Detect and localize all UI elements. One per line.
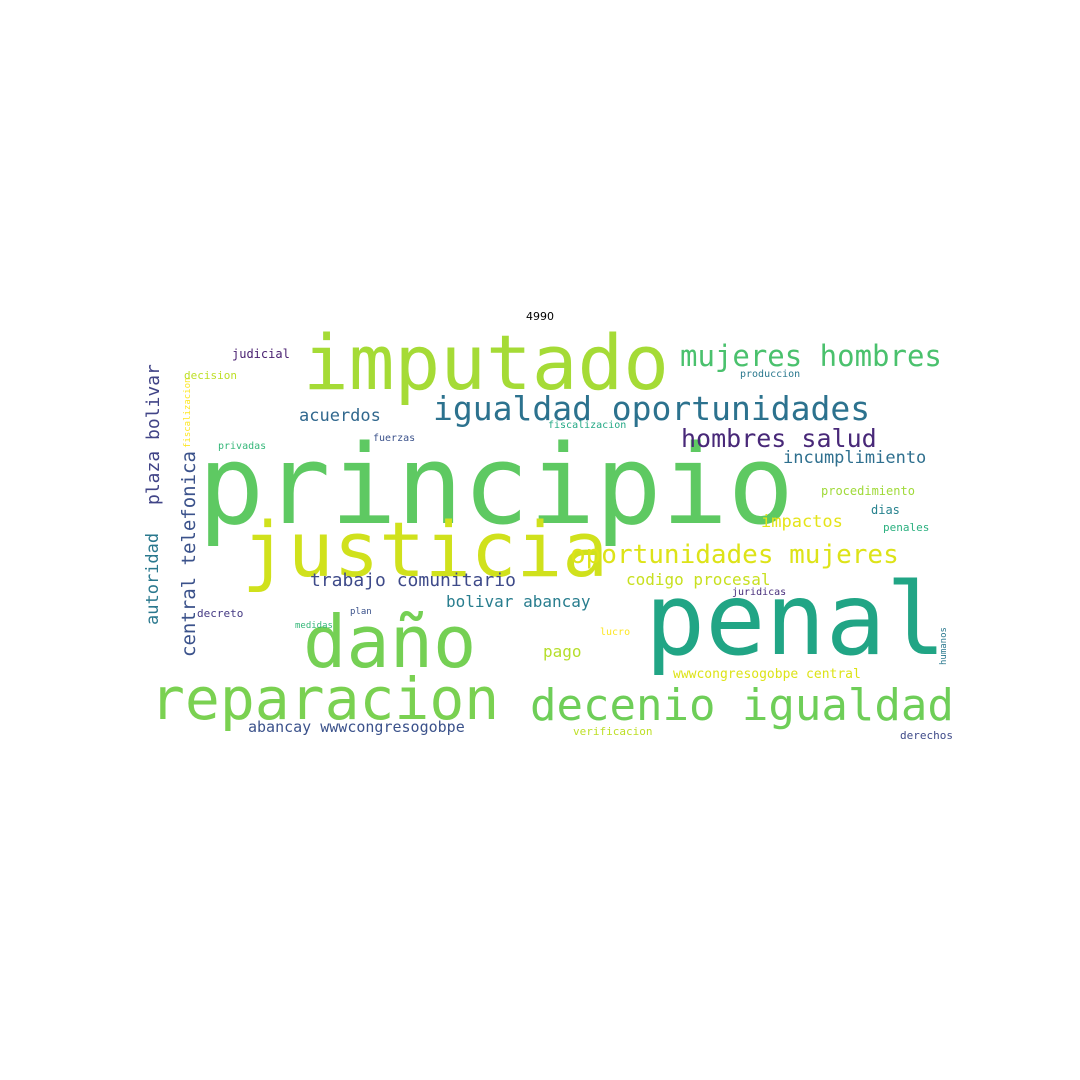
word-decreto: decreto — [197, 607, 244, 620]
word-fiscalizacion-vertical: fiscalizacion — [183, 377, 193, 448]
word-reparacion: reparacion — [150, 665, 500, 733]
word-medidas: medidas — [295, 621, 333, 631]
word-derechos: derechos — [900, 729, 953, 742]
word-juridicas: juridicas — [732, 587, 787, 598]
word-penal: penal — [645, 561, 947, 678]
word-wwwcongresogobpe-central: wwwcongresogobpe central — [673, 667, 861, 682]
word-dias: dias — [871, 503, 900, 517]
word-penales: penales — [883, 521, 930, 534]
word-plan: plan — [350, 607, 372, 617]
word-justicia: justicia — [242, 505, 609, 594]
word-pago: pago — [543, 642, 582, 661]
word-acuerdos: acuerdos — [299, 406, 381, 426]
word-plaza-bolivar: plaza bolivar — [143, 364, 164, 505]
word-principio: principio — [198, 421, 795, 549]
word-decision: decision — [184, 369, 237, 382]
word-hombres-salud: hombres salud — [681, 424, 877, 453]
word-procedimiento: procedimiento — [821, 484, 915, 498]
word-codigo-procesal: codigo procesal — [626, 570, 771, 589]
word-oportunidades-mujeres: oportunidades mujeres — [570, 540, 899, 570]
word-produccion: produccion — [740, 369, 801, 380]
word-bolivar-abancay: bolivar abancay — [446, 592, 591, 611]
word-trabajo-comunitario: trabajo comunitario — [310, 570, 516, 591]
word-verificacion: verificacion — [573, 725, 653, 738]
word-abancay-wwwcongresogobpe: abancay wwwcongresogobpe — [248, 718, 465, 736]
word-igualdad-oportunidades: igualdad oportunidades — [433, 389, 871, 428]
figure-title: 4990 — [526, 310, 554, 323]
word-cloud: principio penal imputado justicia daño r… — [140, 330, 970, 750]
word-dano: daño — [303, 600, 477, 684]
word-humanos: humanos — [939, 627, 949, 665]
word-incumplimiento: incumplimiento — [783, 448, 927, 468]
word-autoridad: autoridad — [143, 532, 163, 625]
word-impactos: impactos — [761, 512, 843, 532]
word-imputado: imputado — [303, 330, 670, 407]
word-central-telefonica: central telefonica — [178, 451, 200, 657]
word-fiscalizacion: fiscalizacion — [548, 420, 627, 431]
word-decenio-igualdad: decenio igualdad — [530, 680, 954, 731]
word-judicial: judicial — [232, 347, 290, 361]
word-fuerzas: fuerzas — [373, 433, 416, 444]
word-mujeres-hombres: mujeres hombres — [680, 339, 942, 373]
word-privadas: privadas — [218, 441, 267, 452]
word-lucro: lucro — [600, 627, 631, 638]
